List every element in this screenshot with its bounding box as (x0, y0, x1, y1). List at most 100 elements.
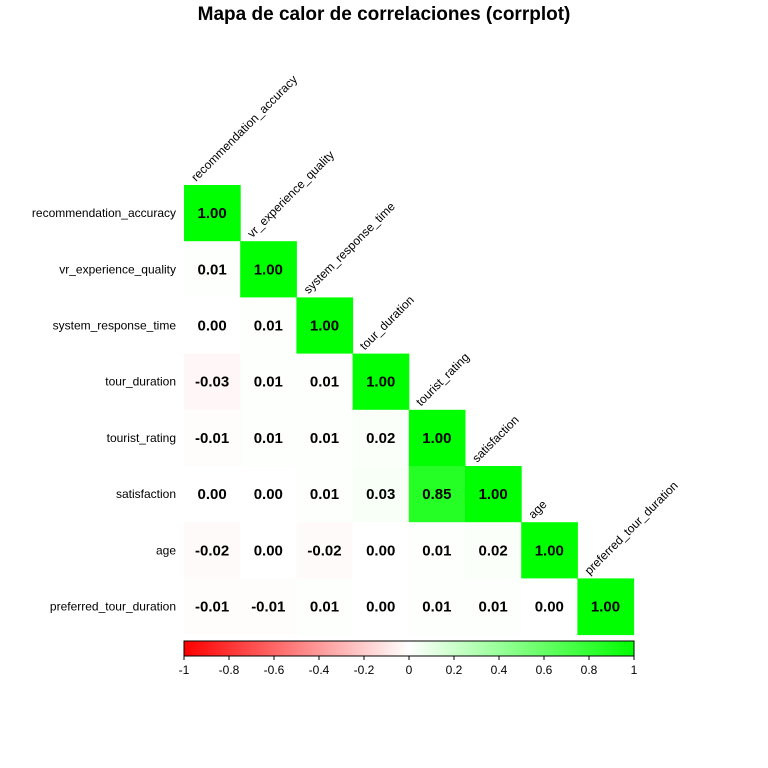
colorbar-tick-label: 0.6 (536, 663, 553, 677)
cell-value-label: 0.02 (478, 542, 507, 559)
row-label: satisfaction (116, 487, 176, 501)
colorbar-tick-label: -0.4 (309, 663, 330, 677)
colorbar-tick-label: -0.8 (219, 663, 240, 677)
heatmap-cell (240, 353, 297, 411)
heatmap-cell (465, 578, 522, 636)
heatmap-cell (521, 522, 578, 579)
cell-value-label: 0.01 (310, 486, 339, 503)
cell-value-label: -0.01 (195, 599, 229, 616)
cell-value-label: -0.03 (195, 374, 229, 391)
cell-value-label: 0.00 (254, 542, 283, 559)
cell-value-label: 1.00 (591, 599, 620, 616)
heatmap-cell (521, 578, 578, 636)
heatmap-cell (296, 409, 354, 467)
colorbar-tick-label: -1 (179, 663, 190, 677)
heatmap-cell (352, 353, 410, 411)
column-label: age (526, 497, 550, 521)
cell-value-label: 1.00 (535, 542, 564, 559)
cell-value-label: 1.00 (422, 430, 451, 447)
cell-value-label: -0.02 (307, 542, 341, 559)
colorbar-tick-label: 1 (631, 663, 638, 677)
colorbar-tick-label: 0 (406, 663, 413, 677)
heatmap-cell (240, 522, 297, 579)
cell-value-label: 1.00 (310, 318, 339, 335)
cell-value-label: -0.02 (195, 542, 229, 559)
cell-value-label: 0.00 (254, 486, 283, 503)
row-label: vr_experience_quality (59, 262, 176, 276)
column-label: recommendation_accuracy (188, 72, 300, 184)
cell-value-label: 0.00 (366, 542, 395, 559)
cell-value-label: 0.01 (310, 599, 339, 616)
cell-value-label: 0.01 (254, 374, 283, 391)
colorbar: -1 -0.8 -0.6 -0.4 -0.2 0 0.2 0.4 0.6 0.8 1 (179, 640, 638, 677)
cell-value-label: 0.01 (422, 599, 451, 616)
row-labels: recommendation_accuracy vr_experience_qua… (32, 206, 176, 613)
heatmap-cell (577, 578, 635, 636)
colorbar-tick-label: 0.8 (581, 663, 598, 677)
heatmap-cell (352, 409, 410, 467)
cell-value-label: -0.01 (195, 430, 229, 447)
colorbar-tick-label: 0.2 (446, 663, 463, 677)
heatmap-cell (184, 185, 241, 242)
heatmap-cell (240, 297, 297, 355)
heatmap-cell (240, 466, 297, 523)
heatmap-cell (296, 522, 354, 579)
column-label: tour_duration (357, 293, 417, 353)
heatmap-cell (240, 409, 297, 467)
column-label: vr_experience_quality (245, 148, 337, 240)
heatmap-cell (352, 522, 410, 579)
cell-value-label: 0.00 (366, 599, 395, 616)
cell-value-label: 0.01 (254, 318, 283, 335)
heatmap-cell (184, 578, 241, 636)
cell-value-label: 0.01 (197, 261, 226, 278)
cell-value-label: 0.03 (366, 486, 395, 503)
cell-value-label: 0.85 (422, 486, 451, 503)
row-label: tourist_rating (107, 431, 176, 445)
cell-value-label: 0.01 (310, 374, 339, 391)
heatmap-cell (465, 466, 522, 523)
heatmap-cell (296, 578, 354, 636)
row-label: system_response_time (53, 319, 177, 333)
row-label: recommendation_accuracy (32, 206, 176, 220)
heatmap-cell (296, 466, 354, 523)
heatmap-cells: 1.00 0.01 1.00 0.00 0.01 1.00 -0.03 0.01 0.01 1.0… (184, 185, 635, 636)
colorbar-tick-label: 0.4 (491, 663, 508, 677)
heatmap-cell (184, 409, 241, 467)
cell-value-label: 1.00 (254, 261, 283, 278)
heatmap-cell (408, 578, 466, 636)
heatmap-cell (408, 522, 466, 579)
heatmap-cell (184, 353, 241, 411)
heatmap-cell (296, 297, 354, 355)
heatmap-cell (408, 409, 466, 467)
cell-value-label: 0.01 (478, 599, 507, 616)
cell-value-label: 1.00 (478, 486, 507, 503)
colorbar-gradient (183, 640, 635, 657)
cell-value-label: 1.00 (366, 374, 395, 391)
column-label: satisfaction (469, 413, 521, 465)
heatmap-cell (408, 466, 466, 523)
heatmap-cell (240, 578, 297, 636)
heatmap-cell (184, 241, 241, 298)
row-label: tour_duration (105, 375, 176, 389)
heatmap-cell (184, 466, 241, 523)
cell-value-label: 0.00 (197, 486, 226, 503)
heatmap-cell (184, 522, 241, 579)
row-label: preferred_tour_duration (50, 600, 176, 614)
cell-value-label: 0.01 (310, 430, 339, 447)
column-label: preferred_tour_duration (582, 478, 681, 577)
cell-value-label: 0.00 (197, 318, 226, 335)
cell-value-label: 1.00 (197, 205, 226, 222)
cell-value-label: 0.01 (422, 542, 451, 559)
column-label: tourist_rating (413, 350, 472, 409)
colorbar-tick-label: -0.2 (354, 663, 375, 677)
cell-value-label: 0.02 (366, 430, 395, 447)
heatmap-cell (184, 297, 241, 355)
cell-value-label: 0.01 (254, 430, 283, 447)
heatmap-cell (240, 241, 297, 298)
heatmap-cell (352, 578, 410, 636)
chart-title: Mapa de calor de correlaciones (corrplot… (198, 4, 571, 25)
row-label: age (156, 543, 176, 557)
cell-value-label: 0.00 (535, 599, 564, 616)
column-label: system_response_time (301, 199, 398, 296)
